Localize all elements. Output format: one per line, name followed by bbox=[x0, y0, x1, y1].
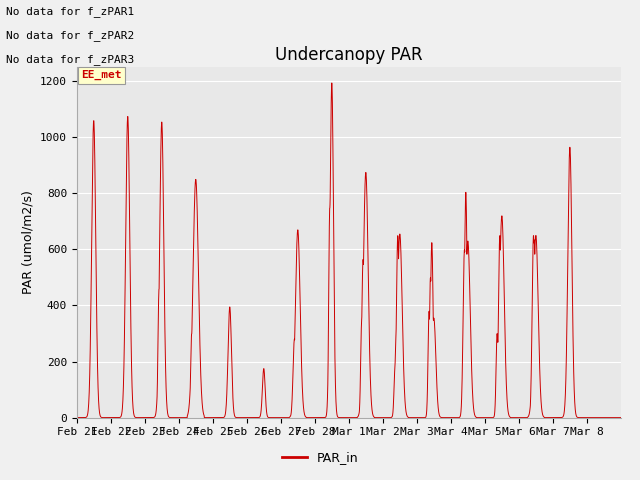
Title: Undercanopy PAR: Undercanopy PAR bbox=[275, 46, 422, 64]
Text: No data for f_zPAR3: No data for f_zPAR3 bbox=[6, 54, 134, 65]
Text: No data for f_zPAR1: No data for f_zPAR1 bbox=[6, 6, 134, 17]
Legend: PAR_in: PAR_in bbox=[276, 446, 364, 469]
Text: EE_met: EE_met bbox=[81, 70, 122, 80]
Text: No data for f_zPAR2: No data for f_zPAR2 bbox=[6, 30, 134, 41]
Y-axis label: PAR (umol/m2/s): PAR (umol/m2/s) bbox=[22, 191, 35, 294]
